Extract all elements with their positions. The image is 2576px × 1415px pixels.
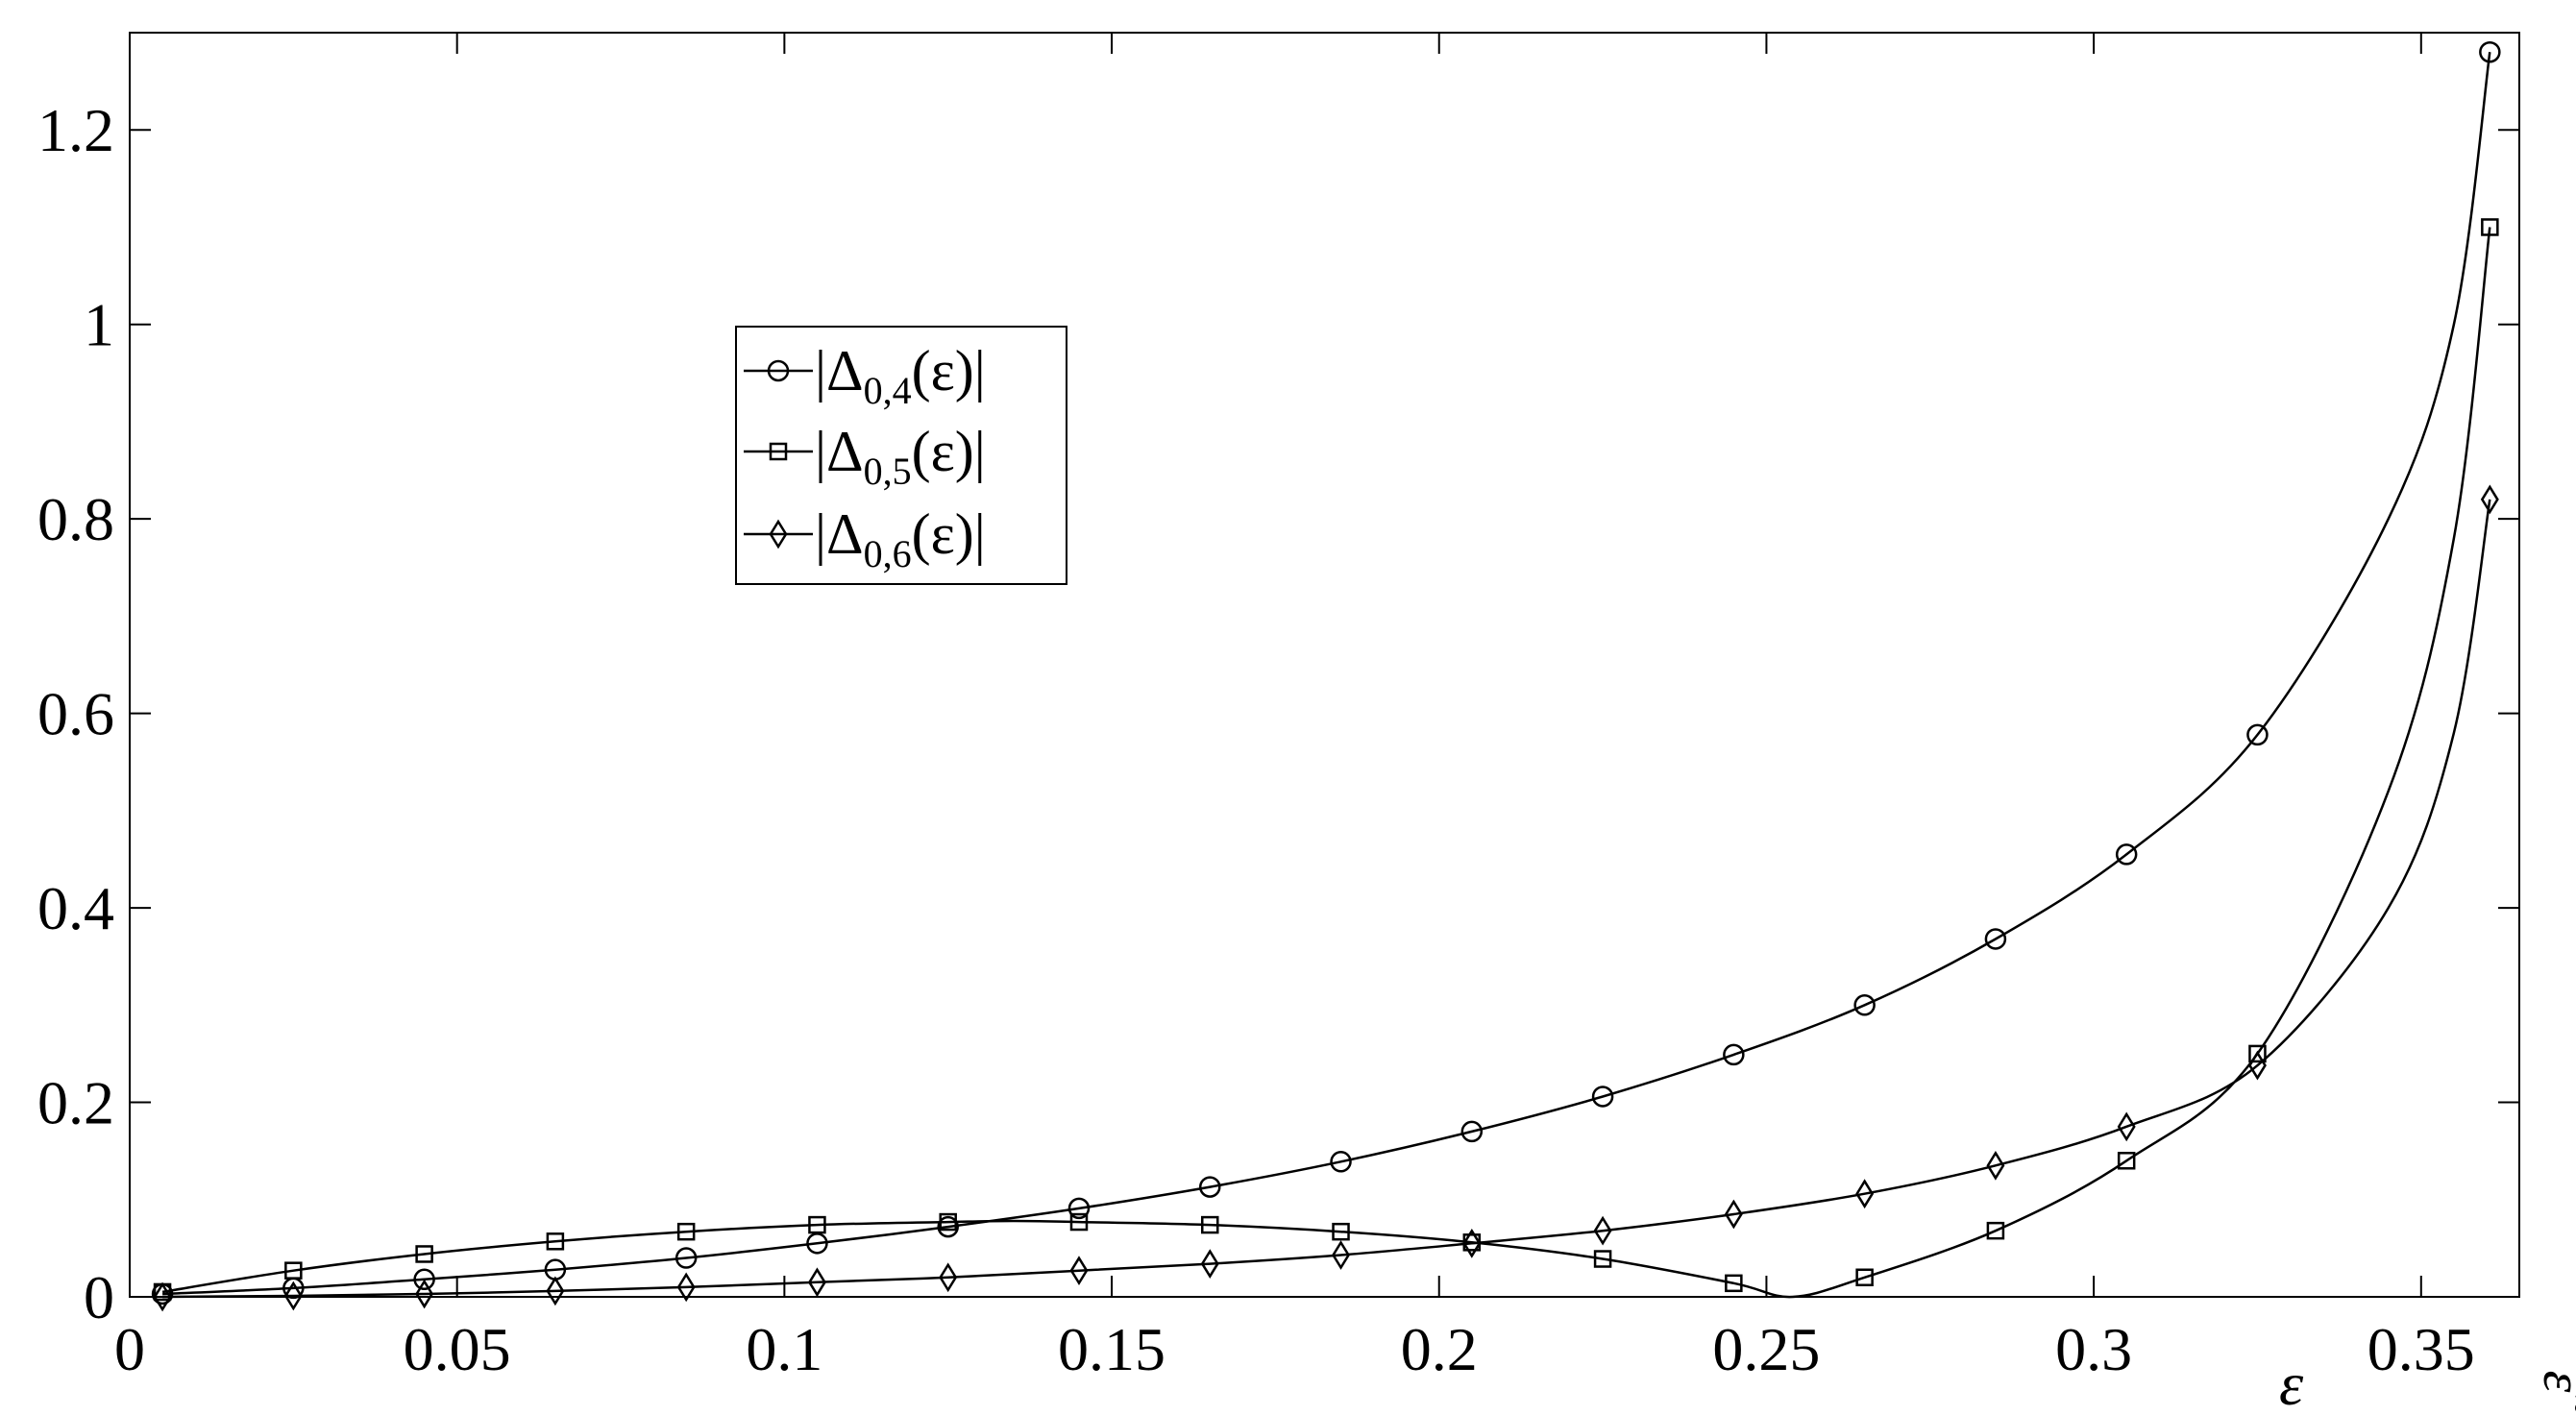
data-point-diamond	[1855, 1179, 1875, 1209]
x-tick-label: 0.35	[2367, 1315, 2475, 1383]
x-tick-label: 0.3	[2055, 1315, 2132, 1383]
data-point-square	[284, 1261, 303, 1280]
legend-entry: |Δ0,5(ε)|	[815, 420, 986, 493]
data-point-square	[1855, 1268, 1874, 1287]
data-point-square	[676, 1222, 696, 1241]
data-point-circle	[1853, 994, 1876, 1016]
data-point-diamond	[2117, 1111, 2136, 1142]
legend-entry: |Δ0,4(ε)|	[815, 339, 986, 412]
data-point-square	[1593, 1250, 1612, 1268]
data-point-diamond	[415, 1279, 434, 1309]
series-line-square	[161, 227, 2491, 1299]
x-axis-label: ε	[2279, 1350, 2304, 1415]
series-line-diamond	[162, 499, 2491, 1299]
data-point-diamond	[676, 1272, 696, 1303]
legend: |Δ0,4(ε)| |Δ0,5(ε)| |Δ0,6(ε)|	[735, 326, 1067, 585]
data-point-diamond	[1069, 1256, 1089, 1286]
x-tick-label: 0.2	[1401, 1315, 1478, 1383]
data-point-circle	[1330, 1151, 1352, 1173]
series-line-circle	[162, 52, 2491, 1296]
data-point-diamond	[1332, 1240, 1351, 1270]
data-point-square	[1201, 1215, 1219, 1234]
data-point-circle	[2246, 723, 2269, 746]
x-tick-label: 0	[114, 1315, 145, 1383]
data-point-square	[939, 1212, 957, 1232]
data-point-circle	[1460, 1120, 1484, 1143]
data-point-diamond	[283, 1281, 303, 1311]
y-axis: 0 0.2 0.4 0.6 0.8 1 1.2	[37, 96, 2519, 1331]
legend-marker-diamond	[769, 519, 788, 549]
data-point-diamond	[2480, 484, 2499, 515]
data-point-square	[2248, 1044, 2267, 1063]
data-point-square	[1069, 1212, 1089, 1232]
data-point-square	[415, 1245, 433, 1263]
data-point-square	[2481, 218, 2499, 236]
series-lines	[161, 52, 2491, 1299]
legend-box	[735, 326, 1067, 585]
x-tick-label: 0.15	[1058, 1315, 1165, 1383]
y-tick-label: 0.2	[37, 1069, 114, 1137]
data-point-diamond	[1200, 1249, 1219, 1279]
data-point-circle	[675, 1247, 698, 1269]
data-point-circle	[1199, 1176, 1221, 1198]
data-point-circle	[1723, 1043, 1745, 1066]
data-point-square	[1332, 1222, 1350, 1241]
data-point-diamond	[1986, 1150, 2005, 1181]
legend-entry: |Δ0,6(ε)|	[815, 502, 986, 575]
x-axis-end-label: ε̃	[2532, 1371, 2576, 1415]
data-point-diamond	[939, 1262, 958, 1293]
legend-marker-circle	[767, 359, 790, 382]
x-axis: 0 0.05 0.1 0.15 0.2 0.25 0.3 0.35	[114, 33, 2475, 1383]
data-point-square	[546, 1232, 565, 1251]
data-point-diamond	[1593, 1215, 1612, 1246]
y-tick-label: 0.6	[37, 680, 114, 748]
y-tick-label: 0	[84, 1263, 114, 1331]
plot-area	[129, 32, 2520, 1298]
data-point-circle	[413, 1268, 435, 1291]
y-tick-label: 0.8	[37, 485, 114, 553]
data-point-diamond	[153, 1281, 172, 1312]
y-tick-label: 1	[84, 291, 114, 359]
data-point-circle	[2115, 843, 2138, 866]
y-tick-label: 1.2	[37, 96, 114, 164]
data-point-square	[1725, 1274, 1743, 1293]
data-point-square	[1986, 1221, 2005, 1240]
data-point-circle	[1591, 1086, 1614, 1108]
x-tick-label: 0.05	[404, 1315, 511, 1383]
y-tick-label: 0.4	[37, 874, 114, 942]
data-point-square	[808, 1215, 826, 1234]
x-tick-label: 0.1	[746, 1315, 822, 1383]
data-point-diamond	[1724, 1199, 1743, 1230]
plot-frame	[129, 32, 2520, 1298]
data-point-diamond	[1462, 1228, 1482, 1258]
data-point-circle	[2479, 40, 2501, 63]
data-point-circle	[1067, 1197, 1091, 1220]
data-point-circle	[1984, 928, 2007, 950]
data-point-square	[2117, 1152, 2136, 1170]
legend-marker-square	[769, 442, 788, 461]
data-point-diamond	[2247, 1050, 2267, 1081]
data-point-circle	[937, 1215, 959, 1238]
data-point-diamond	[546, 1276, 565, 1306]
x-tick-label: 0.25	[1712, 1315, 1820, 1383]
series-markers	[151, 40, 2501, 1312]
data-point-diamond	[807, 1267, 826, 1298]
